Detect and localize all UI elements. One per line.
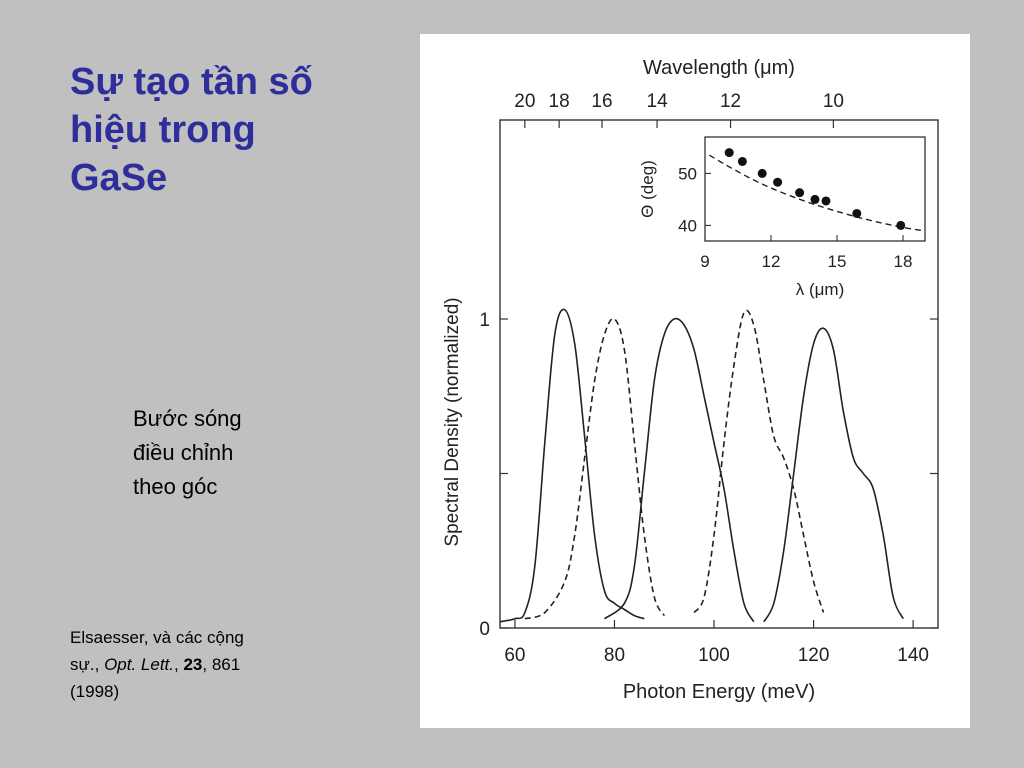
top-tick-label: 16 (591, 91, 612, 112)
x-tick-label: 60 (504, 645, 525, 666)
inset-plot-frame (704, 136, 926, 242)
inset-fit-curve (709, 154, 923, 232)
citation-authors: Elsaesser, và các cộng (70, 628, 244, 647)
inset-y-tick-label: 50 (678, 164, 697, 183)
title-line-1: Sự tạo tần số (70, 61, 313, 103)
x-tick-label: 140 (897, 645, 929, 666)
x-tick-label: 80 (604, 645, 625, 666)
y-tick-label: 1 (479, 310, 490, 331)
top-tick-label: 12 (720, 91, 741, 112)
figure-panel: 60 80 100 120 140 0 1 20 18 16 14 12 10 Photon Energy… (420, 34, 970, 728)
citation-journal: Opt. Lett. (104, 655, 174, 674)
citation-authors-cont: sự., (70, 655, 100, 674)
inset-data-point (896, 220, 906, 230)
spectrum-series-5 (763, 327, 904, 623)
title-line-2: hiệu trong (70, 109, 256, 151)
inset-x-tick-label: 18 (894, 252, 913, 271)
citation: Elsaesser, và các cộng sự., Opt. Lett. , … (70, 624, 330, 705)
citation-year: (1998) (70, 682, 120, 701)
top-tick-label: 20 (514, 91, 535, 112)
top-axis-label: Wavelength (μm) (643, 57, 795, 79)
x-tick-label: 120 (798, 645, 830, 666)
inset-data-point (810, 194, 820, 204)
inset-data-point (737, 156, 747, 166)
y-axis-label: Spectral Density (normalized) (442, 297, 463, 546)
inset-x-tick-label: 12 (762, 252, 781, 271)
caption-line-1: Bước sóng (133, 406, 242, 431)
inset-data-point (724, 148, 734, 158)
caption-line-2: điều chỉnh (133, 440, 234, 465)
x-tick-label: 100 (698, 645, 730, 666)
top-tick-label: 10 (823, 91, 844, 112)
top-tick-label: 14 (647, 91, 669, 112)
inset-data-point (773, 177, 783, 187)
top-tick-label: 18 (549, 91, 570, 112)
citation-comma: , (174, 655, 179, 674)
inset-x-tick-label: 15 (828, 252, 847, 271)
x-axis-label: Photon Energy (meV) (623, 681, 815, 703)
main-plot-frame (499, 119, 939, 629)
inset-y-tick-label: 40 (678, 216, 697, 235)
inset-data-point (757, 168, 767, 178)
spectrum-series-2 (524, 317, 666, 620)
inset-x-axis-label: λ (μm) (796, 280, 845, 299)
caption: Bước sóng điều chỉnh theo góc (133, 402, 313, 504)
spectrum-series-1 (499, 308, 645, 623)
inset-y-axis-label: Θ (deg) (638, 160, 657, 218)
inset-data-point (795, 188, 805, 198)
inset-x-tick-label: 9 (700, 252, 709, 271)
spectrum-series-3 (604, 317, 755, 623)
slide-title: Sự tạo tần số hiệu trong GaSe (70, 58, 400, 202)
inset-data-point (852, 208, 862, 218)
citation-pages: , 861 (202, 655, 241, 674)
spectrum-series-4 (693, 309, 825, 614)
caption-line-3: theo góc (133, 474, 218, 499)
title-line-3: GaSe (70, 157, 168, 199)
y-tick-label: 0 (479, 619, 490, 640)
citation-volume: 23 (183, 655, 203, 674)
inset-data-point (821, 196, 831, 206)
